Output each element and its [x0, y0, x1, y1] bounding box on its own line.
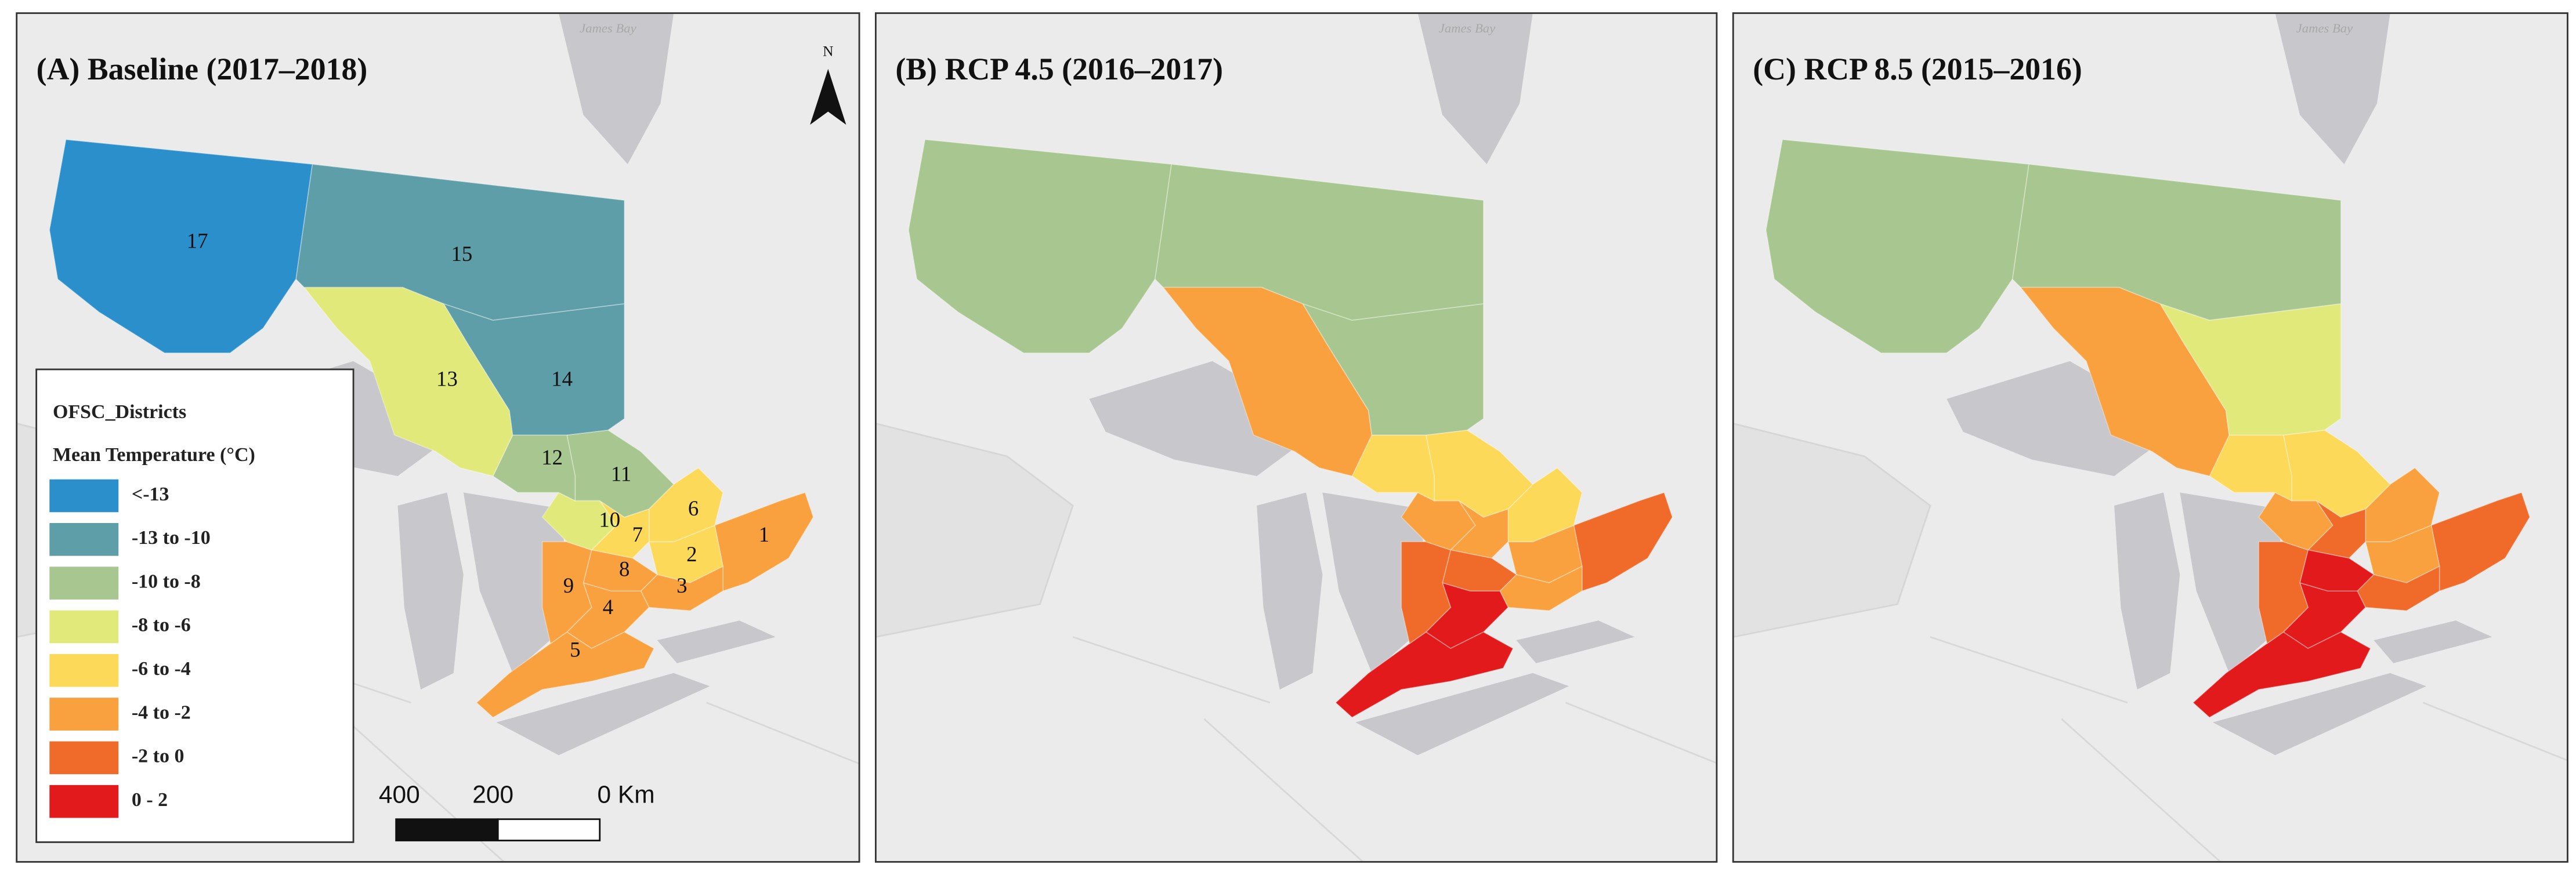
district [2192, 631, 2371, 718]
district [648, 467, 724, 543]
district-label: 17 [187, 228, 208, 252]
district-label: 11 [611, 462, 631, 485]
district-label: 13 [436, 366, 458, 390]
legend-label: -13 to -10 [132, 527, 211, 549]
legend-swatch [49, 785, 119, 818]
legend-title: OFSC_Districts [53, 401, 186, 423]
district-label: 9 [563, 573, 574, 597]
district-label: 7 [632, 522, 643, 546]
district [1507, 467, 1583, 543]
district [908, 139, 1172, 354]
panel-title: (C) RCP 8.5 (2015–2016) [1753, 52, 2082, 86]
district [49, 139, 313, 354]
district [1334, 631, 1514, 718]
legend-label: -10 to -8 [132, 571, 201, 592]
scale-label: 200 [472, 780, 513, 808]
map-panel: James Bay [1733, 13, 2568, 862]
legend-swatch [49, 741, 119, 775]
district-label: 15 [451, 242, 473, 266]
district-label: 12 [541, 445, 563, 469]
district-label: 8 [619, 557, 629, 581]
legend-subtitle: Mean Temperature (°C) [53, 444, 255, 466]
legend-label: -6 to -4 [132, 658, 191, 680]
district-label: 10 [599, 508, 620, 532]
panel-border [1732, 12, 2568, 863]
legend-swatch [49, 479, 119, 513]
district-label: 3 [676, 573, 687, 597]
map-panel: James Bay [875, 13, 1717, 862]
legend-label: -8 to -6 [132, 615, 191, 636]
district-label: 6 [688, 496, 699, 520]
legend-swatch [49, 523, 119, 556]
north-label: N [823, 42, 833, 59]
district-label: 5 [570, 637, 580, 661]
panel-border [16, 12, 860, 863]
district-label: 4 [603, 595, 613, 619]
water-label: James Bay [1439, 21, 1496, 35]
water-label: James Bay [580, 21, 636, 35]
legend-label: <-13 [132, 484, 169, 505]
district [2209, 434, 2292, 502]
north-arrow [810, 68, 846, 125]
district [2011, 164, 2342, 321]
district-label: 2 [686, 542, 697, 566]
water-label: James Bay [2296, 21, 2353, 35]
district [1154, 164, 1484, 321]
district [640, 565, 723, 612]
district [1351, 434, 1435, 502]
legend-swatch [49, 698, 119, 731]
scale-bar-white [497, 818, 601, 841]
district [2357, 565, 2440, 612]
legend-swatch [49, 610, 119, 644]
district-label: 14 [551, 366, 573, 390]
scale-bar-black [395, 818, 499, 841]
panel-title: (A) Baseline (2017–2018) [37, 52, 368, 86]
legend-swatch [49, 653, 119, 687]
district [476, 631, 655, 718]
district [492, 434, 576, 502]
district [2365, 467, 2440, 543]
scale-label: 400 [379, 780, 420, 808]
district [1765, 139, 2029, 354]
panel-title: (B) RCP 4.5 (2016–2017) [895, 52, 1223, 86]
legend-label: 0 - 2 [132, 789, 168, 811]
panel-border [874, 12, 1718, 863]
district-label: 1 [759, 522, 769, 546]
legend-label: -4 to -2 [132, 702, 191, 723]
legend-swatch [49, 567, 119, 600]
legend-label: -2 to 0 [132, 746, 184, 767]
district [295, 164, 625, 321]
scale-label: 0 Km [598, 780, 655, 808]
